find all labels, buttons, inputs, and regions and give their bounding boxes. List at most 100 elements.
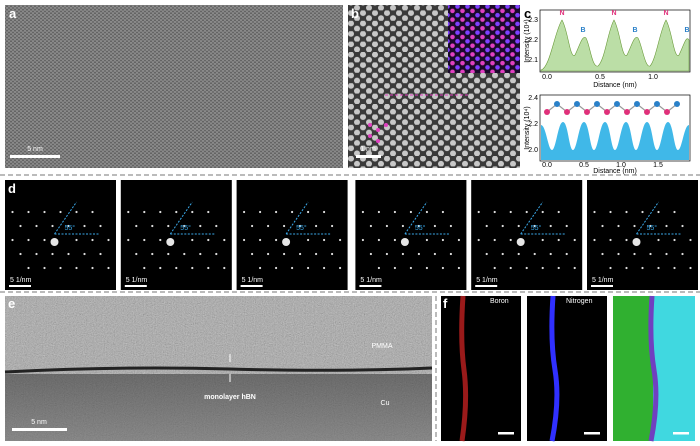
- profile-area: [541, 122, 689, 160]
- plot-frame: [539, 9, 691, 73]
- diffraction-spot: [339, 266, 342, 270]
- central-beam: [50, 238, 59, 246]
- diffraction-spot: [283, 224, 286, 228]
- diffraction-spot: [509, 238, 512, 242]
- diffraction-spot: [689, 266, 692, 270]
- scale-bar: [591, 285, 613, 287]
- diffraction-spot: [525, 210, 528, 214]
- diffraction-spot: [299, 252, 302, 256]
- pattern-bg: [5, 180, 116, 290]
- angle-label: 55°: [647, 224, 658, 232]
- diffraction-spot: [485, 252, 488, 256]
- diffraction-spot: [51, 252, 54, 256]
- diffraction-spot: [307, 210, 310, 214]
- diffraction-spot: [509, 210, 512, 214]
- diffraction-spot: [159, 210, 162, 214]
- scale-text: 5 1/nm: [360, 277, 382, 284]
- angle-line: [636, 201, 659, 235]
- stem-image: [5, 5, 343, 168]
- angle-line: [54, 201, 77, 235]
- diffraction-spot: [533, 224, 536, 228]
- diffraction-spot: [689, 238, 692, 242]
- diffraction-spot: [11, 238, 14, 242]
- diffraction-spot: [323, 266, 326, 270]
- diffraction-spot: [191, 210, 194, 214]
- diffraction-pattern: 55° 5 1/nm: [355, 180, 467, 290]
- diffraction-spot: [517, 224, 520, 228]
- diffraction-spot: [283, 252, 286, 256]
- inset: [448, 5, 520, 73]
- diffraction-spot: [425, 210, 428, 214]
- diffraction-spot: [417, 252, 420, 256]
- diffraction-spot: [385, 224, 388, 228]
- diffraction-spot: [191, 238, 194, 242]
- diffraction-pattern: 55° 5 1/nm: [5, 180, 116, 290]
- diffraction-spot: [457, 266, 460, 270]
- diffraction-spot: [315, 224, 318, 228]
- diffraction-spot: [35, 224, 38, 228]
- diffraction-spot: [83, 224, 86, 228]
- diffraction-spot: [159, 238, 162, 242]
- peak-label: N: [611, 10, 616, 17]
- diffraction-spot: [75, 238, 78, 242]
- diffraction-spot: [369, 224, 372, 228]
- scale-text: 5 1/nm: [126, 277, 148, 284]
- diffraction-spot: [493, 238, 496, 242]
- diffraction-spot: [43, 210, 46, 214]
- diffraction-spot: [267, 224, 270, 228]
- diffraction-spot: [143, 266, 146, 270]
- x-tick: 0.0: [542, 74, 552, 81]
- diffraction-spot: [401, 224, 404, 228]
- diffraction-spot: [673, 238, 676, 242]
- peak-label: N: [663, 10, 668, 17]
- diffraction-spot: [331, 224, 334, 228]
- angle-label: 55°: [531, 224, 542, 232]
- scale-text: 5 1/nm: [10, 277, 32, 284]
- profile-curve: [540, 19, 690, 72]
- diffraction-spot: [393, 266, 396, 270]
- scale-bar: [12, 428, 67, 431]
- diffraction-spot: [665, 224, 668, 228]
- diffraction-spot: [43, 238, 46, 242]
- diffraction-spot: [223, 238, 226, 242]
- diffraction-spot: [641, 210, 644, 214]
- diffraction-spot: [267, 252, 270, 256]
- diffraction-spot: [91, 210, 94, 214]
- y-tick: 2.0: [528, 147, 538, 154]
- scale-text: 5 1/nm: [242, 277, 264, 284]
- diffraction-spot: [377, 210, 380, 214]
- diffraction-pattern: 55° 5 1/nm: [120, 180, 232, 290]
- diffraction-spot: [11, 210, 14, 214]
- diffraction-spot: [159, 266, 162, 270]
- diffraction-spot: [91, 266, 94, 270]
- diffraction-spot: [51, 224, 54, 228]
- diffraction-spot: [107, 238, 110, 242]
- panel-c: c N B N B N B 0.0 0.5 1.0 2.1 2.2 2.3 Di…: [524, 6, 691, 175]
- diffraction-spot: [541, 210, 544, 214]
- diffraction-spot: [633, 252, 636, 256]
- diffraction-spot: [449, 224, 452, 228]
- diffraction-spot: [609, 210, 612, 214]
- y-tick: 2.2: [528, 121, 538, 128]
- diffraction-spot: [275, 238, 278, 242]
- layer-label: monolayer hBN: [204, 394, 256, 401]
- diffraction-spot: [67, 252, 70, 256]
- diffraction-spot: [251, 252, 254, 256]
- central-beam: [282, 238, 291, 246]
- diffraction-spot: [593, 238, 596, 242]
- peak-label: B: [632, 27, 637, 34]
- angle-label: 55°: [415, 224, 426, 232]
- scale-text: 5 nm: [27, 146, 43, 153]
- diffraction-spot: [215, 224, 218, 228]
- eels-map: [527, 296, 607, 441]
- diffraction-spot: [449, 252, 452, 256]
- panel-label: c: [524, 6, 531, 21]
- diffraction-spot: [649, 224, 652, 228]
- diffraction-spot: [541, 238, 544, 242]
- peak-labels: N B N B N B: [559, 10, 689, 34]
- diffraction-spot: [601, 252, 604, 256]
- diffraction-spot: [175, 210, 178, 214]
- diffraction-spot: [275, 210, 278, 214]
